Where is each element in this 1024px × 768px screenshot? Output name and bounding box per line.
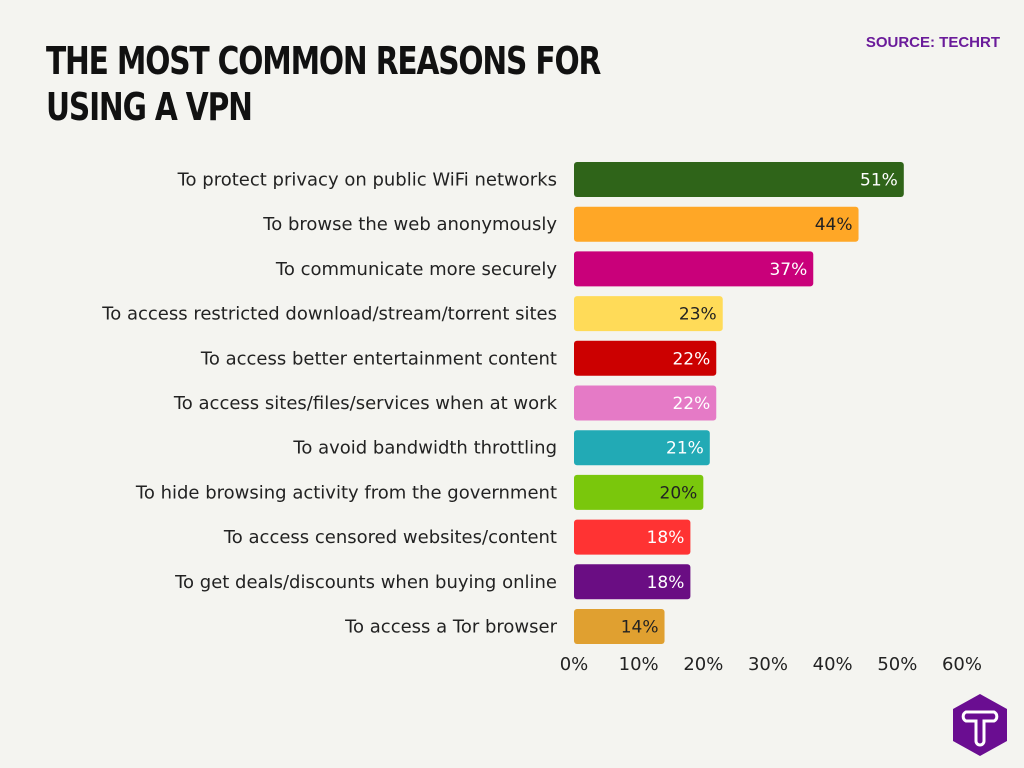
data-label: 23% [679,305,717,325]
bar [574,251,814,287]
x-tick-label: 40% [813,654,853,675]
bar [574,564,691,600]
bar [574,430,710,466]
category-label: To avoid bandwidth throttling [292,438,557,459]
bar [574,519,691,555]
x-tick-label: 50% [877,654,917,675]
category-label: To access censored websites/content [223,527,557,548]
chart-title: THE MOST COMMON REASONS FOR USING A VPN [46,39,601,129]
data-label: 20% [660,483,698,503]
data-label: 22% [672,349,710,369]
data-label: 18% [647,528,685,548]
category-label: To access better entertainment content [200,348,557,369]
x-tick-label: 30% [748,654,788,675]
source-label: SOURCE: TECHRT [865,34,1000,51]
category-label: To access sites/files/services when at w… [173,393,558,414]
category-label: To access restricted download/stream/tor… [101,304,557,325]
bar [574,296,723,332]
data-label: 37% [769,260,807,280]
data-label: 44% [815,215,853,235]
category-label: To access a Tor browser [344,617,557,638]
bar [574,385,717,421]
data-label: 51% [860,171,898,191]
bar [574,162,904,197]
bar [574,609,665,644]
category-label: To browse the web anonymously [262,214,557,235]
techrt-logo [953,694,1007,756]
x-tick-label: 10% [619,654,659,675]
data-label: 14% [621,618,659,638]
data-label: 21% [666,439,704,459]
category-label: To communicate more securely [275,259,557,280]
bar [574,474,704,510]
x-tick-label: 20% [683,654,723,675]
category-label: To hide browsing activity from the gover… [135,482,557,503]
x-tick-label: 60% [942,654,982,675]
data-label: 18% [647,573,685,593]
bar [574,340,717,376]
category-label: To get deals/discounts when buying onlin… [174,572,557,593]
x-tick-label: 0% [560,654,589,675]
data-label: 22% [672,394,710,414]
bar [574,206,859,242]
category-label: To protect privacy on public WiFi networ… [177,170,557,191]
